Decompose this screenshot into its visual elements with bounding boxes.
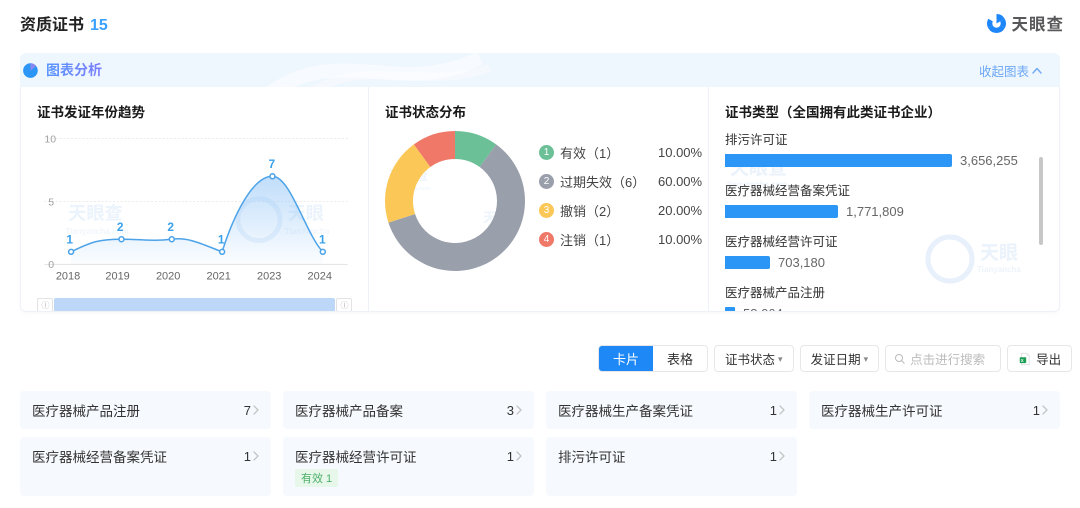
- svg-text:2: 2: [167, 220, 174, 234]
- svg-text:天眼查: 天眼查: [68, 204, 122, 224]
- svg-text:0: 0: [48, 260, 54, 271]
- svg-text:2: 2: [117, 220, 124, 234]
- svg-text:2018: 2018: [56, 271, 80, 283]
- svg-text:X: X: [1021, 357, 1024, 362]
- svg-text:1: 1: [218, 232, 225, 246]
- svg-text:1: 1: [66, 232, 73, 246]
- svg-text:1: 1: [319, 232, 326, 246]
- svg-text:10: 10: [44, 134, 56, 145]
- svg-text:2021: 2021: [206, 271, 230, 283]
- svg-text:2023: 2023: [257, 271, 281, 283]
- svg-text:2020: 2020: [156, 271, 180, 283]
- svg-text:5: 5: [48, 197, 54, 208]
- svg-text:7: 7: [268, 157, 275, 171]
- svg-text:2024: 2024: [308, 271, 332, 283]
- svg-text:2019: 2019: [105, 271, 129, 283]
